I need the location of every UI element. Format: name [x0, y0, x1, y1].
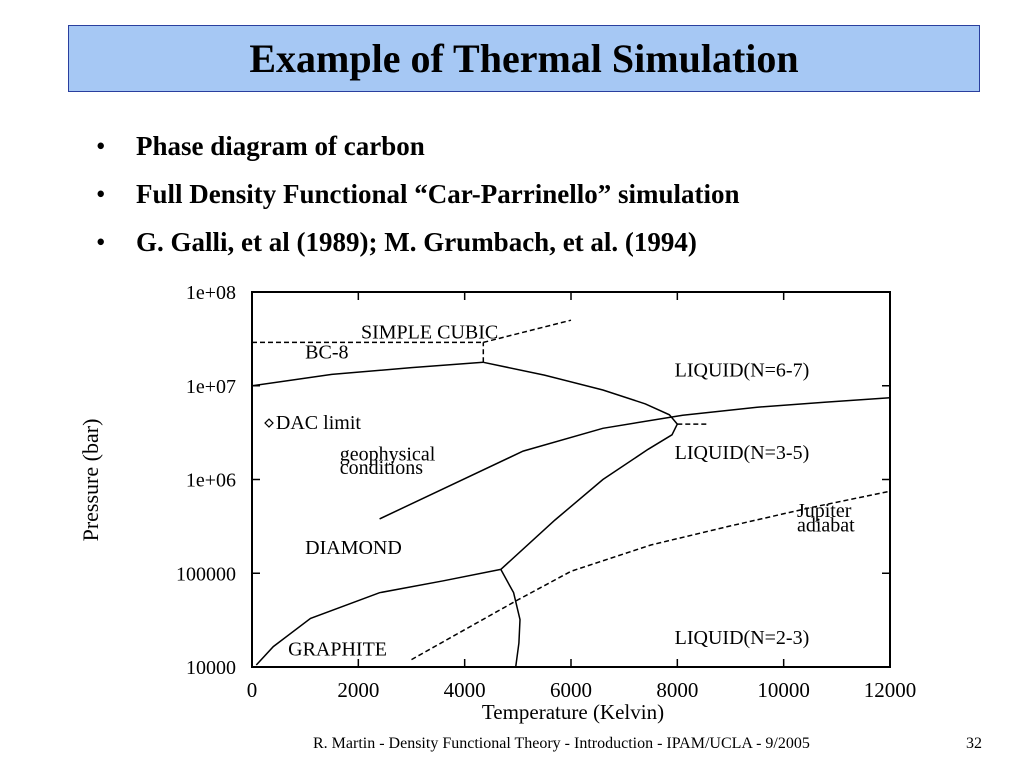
- footer-citation: R. Martin - Density Functional Theory - …: [313, 735, 810, 752]
- x-tick-label: 0: [247, 678, 258, 702]
- y-tick-label: 1e+06: [186, 470, 236, 492]
- title-banner: Example of Thermal Simulation: [68, 25, 980, 92]
- region-label: DAC limit: [276, 412, 361, 434]
- region-label: geophysical: [340, 443, 436, 465]
- y-tick-label: 1e+08: [186, 282, 236, 304]
- phase-boundary-line: [379, 396, 891, 520]
- bullet-dot-icon: •: [96, 131, 106, 161]
- dac-limit-marker-icon: [264, 418, 274, 428]
- y-axis-label: Pressure (bar): [78, 419, 103, 542]
- region-label: SIMPLE CUBIC: [361, 321, 498, 343]
- phase-boundary-dashed: [411, 490, 891, 661]
- phase-boundary-line: [251, 361, 484, 387]
- bullet-text: Phase diagram of carbon: [136, 131, 425, 161]
- region-label: BC-8: [305, 342, 348, 364]
- region-label: LIQUID(N=3-5): [675, 442, 810, 464]
- phase-boundary-line: [255, 568, 501, 666]
- x-tick-label: 2000: [337, 678, 379, 702]
- bullet-text: G. Galli, et al (1989); M. Grumbach, et …: [136, 227, 697, 257]
- region-label: adiabat: [797, 514, 855, 536]
- bullet-dot-icon: •: [96, 179, 106, 209]
- bullet-item: • Full Density Functional “Car-Parrinello…: [96, 176, 740, 224]
- x-tick-label: 10000: [757, 678, 810, 702]
- y-tick-label: 1e+07: [186, 376, 236, 398]
- region-label: LIQUID(N=6-7): [675, 360, 810, 382]
- region-label: Jupiter: [797, 500, 852, 522]
- phase-boundary-line: [500, 569, 521, 668]
- slide-title: Example of Thermal Simulation: [249, 35, 799, 81]
- region-label: conditions: [340, 457, 424, 479]
- phase-boundary-line: [483, 361, 679, 570]
- phase-boundary-dashed: [483, 319, 572, 344]
- x-tick-label: 6000: [550, 678, 592, 702]
- x-tick-label: 4000: [444, 678, 486, 702]
- y-tick-label: 100000: [176, 563, 236, 585]
- region-label: GRAPHITE: [288, 638, 387, 660]
- bullet-text: Full Density Functional “Car-Parrinello”…: [136, 179, 740, 209]
- region-label: DIAMOND: [305, 537, 402, 559]
- bullet-item: • G. Galli, et al (1989); M. Grumbach, et…: [96, 224, 740, 272]
- x-tick-label: 12000: [864, 678, 917, 702]
- x-axis-label: Temperature (Kelvin): [482, 700, 664, 724]
- bullet-dot-icon: •: [96, 227, 106, 257]
- x-tick-label: 8000: [656, 678, 698, 702]
- y-tick-label: 10000: [186, 657, 236, 679]
- bullet-item: • Phase diagram of carbon: [96, 128, 740, 176]
- region-label: LIQUID(N=2-3): [675, 627, 810, 649]
- bullet-list: • Phase diagram of carbon • Full Density F…: [96, 128, 740, 272]
- page-number: 32: [966, 735, 982, 752]
